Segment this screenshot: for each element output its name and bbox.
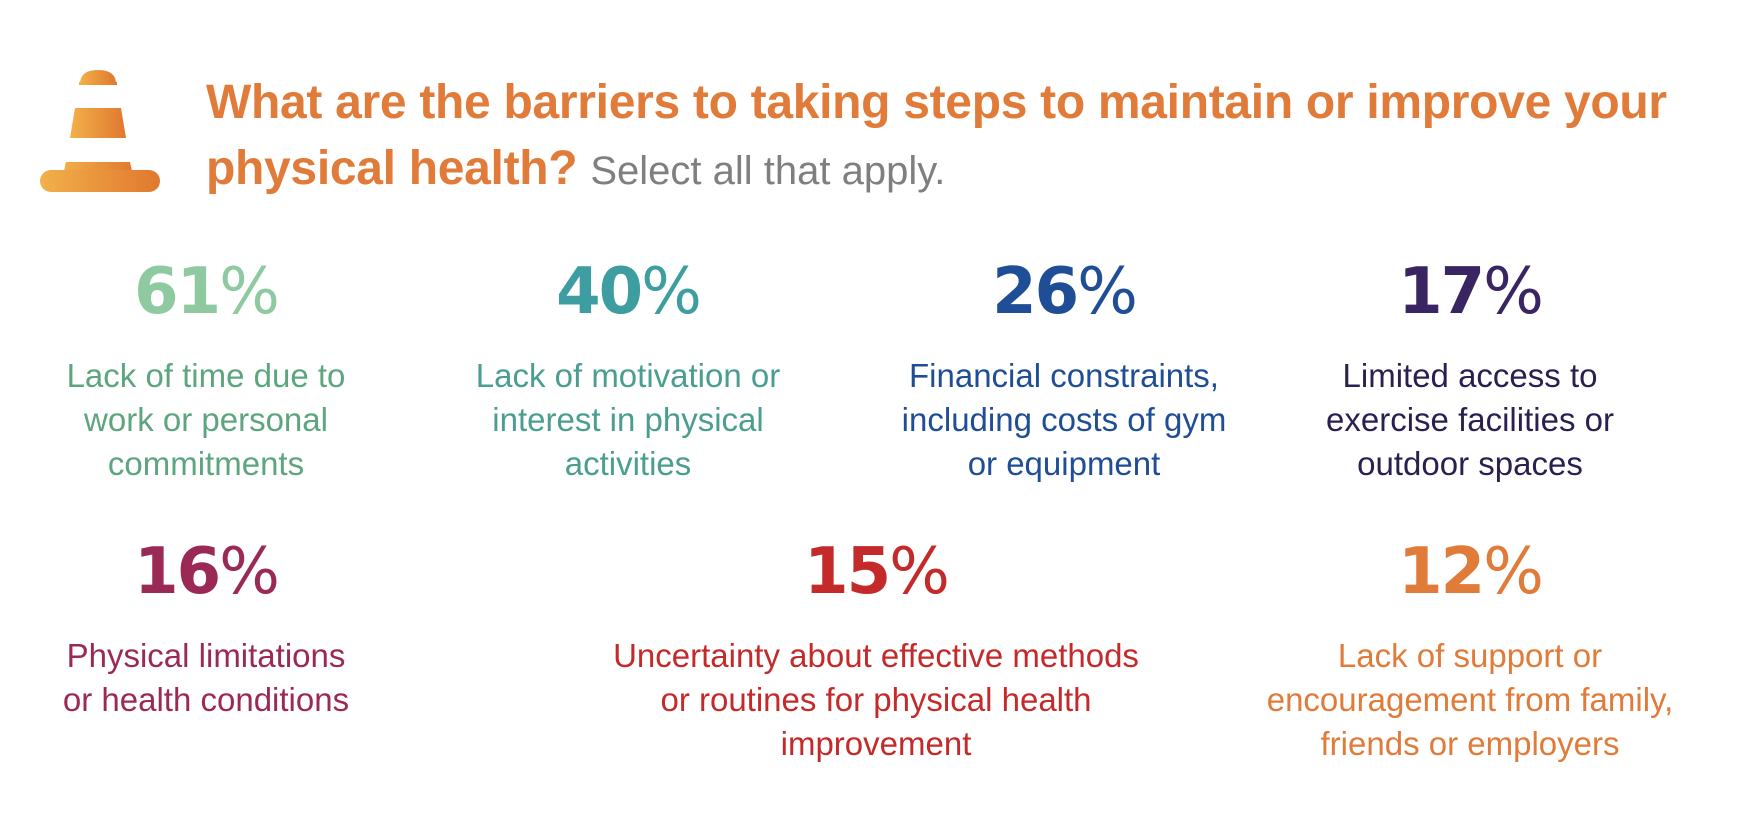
stat-number: 17 [1398,255,1485,329]
traffic-cone-icon [40,70,160,192]
stat-number: 12 [1398,535,1485,609]
title-text: What are the barriers to taking steps to… [206,76,1667,195]
stat-label: Physical limitations or health conditions [62,637,350,718]
stat-value: 12% [1240,536,1700,608]
stat-number: 40 [556,255,643,329]
stat-value: 15% [566,536,1186,608]
chart-subtitle: Select all that apply. [590,149,946,193]
stat-value: 16% [26,536,386,608]
stat-item-5: 16% Physical limitations or health conditi… [26,536,386,722]
stat-value: 17% [1290,256,1650,328]
stat-label: Uncertainty about effective methods or ro… [613,637,1139,762]
stat-label: Financial constraints, including costs of… [901,357,1227,482]
stat-label: Limited access to exercise facilities or o… [1326,357,1614,482]
stat-item-2: 40% Lack of motivation or interest in phys… [438,256,818,486]
stat-number: 61 [134,255,221,329]
stat-item-4: 17% Limited access to exercise facilities … [1290,256,1650,486]
stat-label: Lack of time due to work or personal commi… [66,357,346,482]
chart-title: What are the barriers to taking steps to… [206,70,1716,204]
stat-number: 16 [134,535,221,609]
stat-value: 40% [438,256,818,328]
stat-item-1: 61% Lack of time due to work or personal co… [26,256,386,486]
stat-value: 61% [26,256,386,328]
stat-unit: % [219,255,280,329]
stat-number: 15 [804,535,891,609]
stat-number: 26 [992,255,1079,329]
stat-item-3: 26% Financial constraints, including costs… [874,256,1254,486]
stat-item-6: 15% Uncertainty about effective methods or… [566,536,1186,766]
stat-unit: % [1483,535,1544,609]
stat-unit: % [641,255,702,329]
stat-unit: % [889,535,950,609]
stat-item-7: 12% Lack of support or encouragement from … [1240,536,1700,766]
stat-label: Lack of motivation or interest in physica… [475,357,781,482]
stat-value: 26% [874,256,1254,328]
stat-unit: % [1077,255,1138,329]
stat-unit: % [219,535,280,609]
stat-unit: % [1483,255,1544,329]
stat-label: Lack of support or encouragement from fam… [1266,637,1674,762]
